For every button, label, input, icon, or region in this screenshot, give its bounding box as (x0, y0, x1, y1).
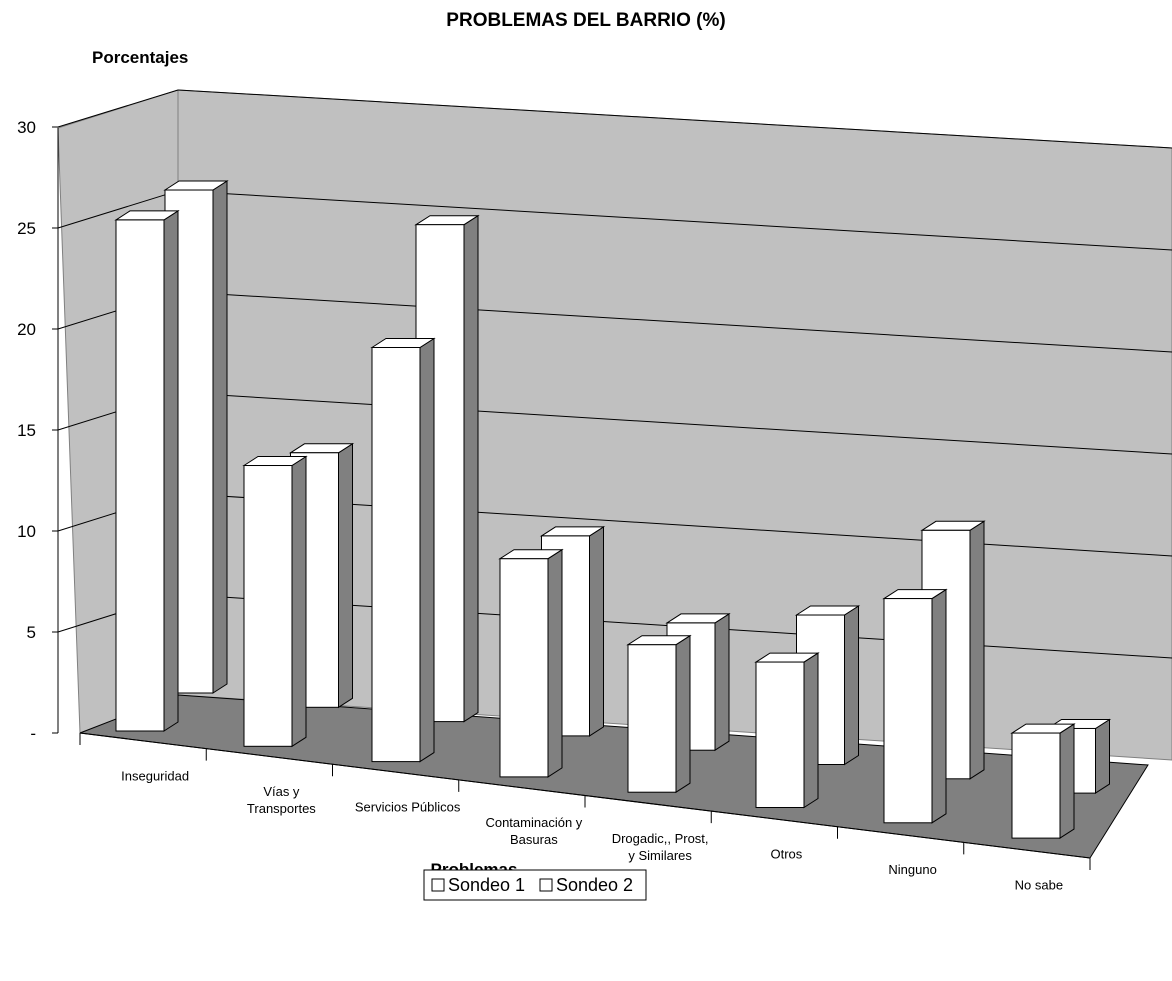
legend-swatch (539, 878, 553, 892)
legend-swatch (431, 878, 445, 892)
bar-side (163, 209, 179, 732)
bar-side (419, 337, 435, 763)
y-tick-label: - (30, 724, 36, 743)
bar-face (499, 558, 549, 778)
bar-side (1095, 718, 1110, 795)
x-tick-label: y Similares (628, 848, 692, 863)
gridline-back (177, 392, 1172, 455)
bar-side (1059, 723, 1075, 840)
bar-side (212, 180, 228, 694)
bar-sondeo-1 (1010, 723, 1076, 840)
y-axis: - 5 10 15 20 25 30 (17, 118, 59, 743)
legend-label: Sondeo 1 (448, 875, 525, 895)
bar-side (463, 214, 479, 723)
bar-sondeo-1 (370, 337, 436, 763)
legend-box (423, 869, 647, 901)
bar-sondeo-1 (882, 588, 948, 824)
bar-side (589, 525, 604, 737)
y-tick-label: 20 (17, 320, 36, 339)
x-tick-label: Inseguridad (121, 768, 189, 783)
bar-sondeo-1 (498, 548, 564, 778)
bar-side (547, 548, 563, 778)
y-tick-label: 10 (17, 522, 36, 541)
bar-face (883, 598, 933, 824)
x-tick-label: No sabe (1015, 878, 1063, 893)
bars (114, 180, 1112, 840)
x-tick-label: Basuras (510, 832, 558, 847)
x-tick-label: Contaminación y (485, 815, 582, 830)
x-axis: Inseguridad Vías y Transportes Servicios Pú… (79, 732, 1091, 893)
gridline-side (57, 89, 179, 128)
x-tick-label: Vías y (263, 784, 300, 799)
bar-side (803, 652, 819, 809)
y-axis-title: Porcentajes (92, 48, 188, 67)
bar-side (931, 588, 947, 824)
y-tick-label: 5 (27, 623, 36, 642)
x-tick-label: Transportes (247, 801, 316, 816)
bar-side (969, 520, 985, 780)
bar-sondeo-1 (626, 634, 692, 794)
x-tick-label: Servicios Públicos (355, 800, 461, 815)
bar-sondeo-1 (754, 652, 820, 809)
gridline-back (177, 89, 1172, 149)
gridline-back (177, 291, 1172, 353)
gridline-side (57, 190, 179, 229)
x-tick-label: Ninguno (888, 862, 936, 877)
gridline-back (177, 190, 1172, 251)
y-tick-label: 25 (17, 219, 36, 238)
bar-face (627, 644, 677, 793)
bar-sondeo-1 (242, 455, 308, 748)
y-tick-label: 30 (17, 118, 36, 137)
bar-side (714, 612, 730, 752)
x-tick-label: Otros (770, 846, 802, 861)
bar-side (291, 455, 307, 748)
bar-side (338, 442, 353, 709)
bar-face (371, 347, 421, 763)
legend-label: Sondeo 2 (556, 875, 633, 895)
bar-face (115, 219, 165, 732)
bar-sondeo-1 (114, 209, 180, 732)
bar-face (1011, 732, 1061, 839)
bar-face (243, 465, 293, 747)
legend: Sondeo 1 Sondeo 2 (423, 869, 647, 901)
bar-face (755, 661, 805, 808)
x-tick-label: Drogadic,, Prost, (612, 831, 709, 846)
chart-title: PROBLEMAS DEL BARRIO (%) (446, 10, 725, 31)
bar-side (844, 605, 859, 766)
y-tick-label: 15 (17, 421, 36, 440)
bar-side (675, 634, 691, 794)
